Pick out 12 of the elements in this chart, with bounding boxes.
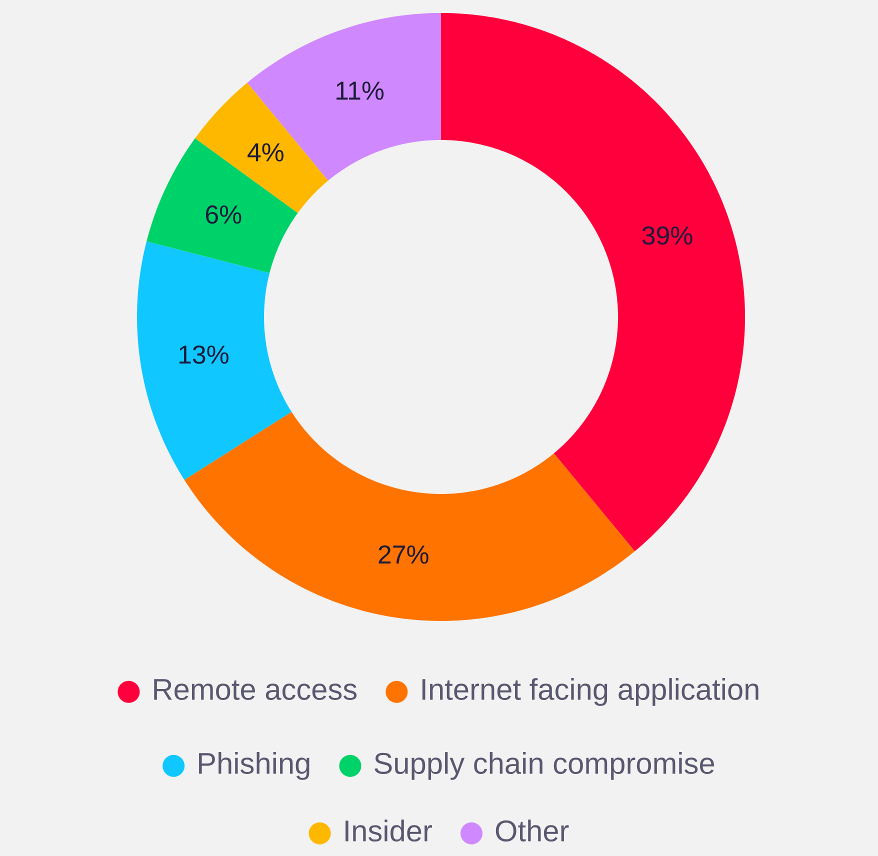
legend-label: Insider	[346, 820, 432, 842]
legend-label: Remote access	[154, 679, 357, 700]
legend-label: Internet facing application	[422, 678, 758, 706]
legend-label: Supply chain compromise	[374, 752, 714, 780]
data-label: 39%	[642, 226, 692, 245]
data-label: 13%	[180, 345, 228, 364]
data-label: 11%	[336, 82, 384, 100]
legend-label: Other	[496, 820, 569, 842]
data-label: 4%	[248, 143, 284, 162]
legend-label: Phishing	[199, 752, 310, 780]
data-label: 27%	[378, 545, 428, 564]
data-label: 6%	[206, 205, 242, 224]
